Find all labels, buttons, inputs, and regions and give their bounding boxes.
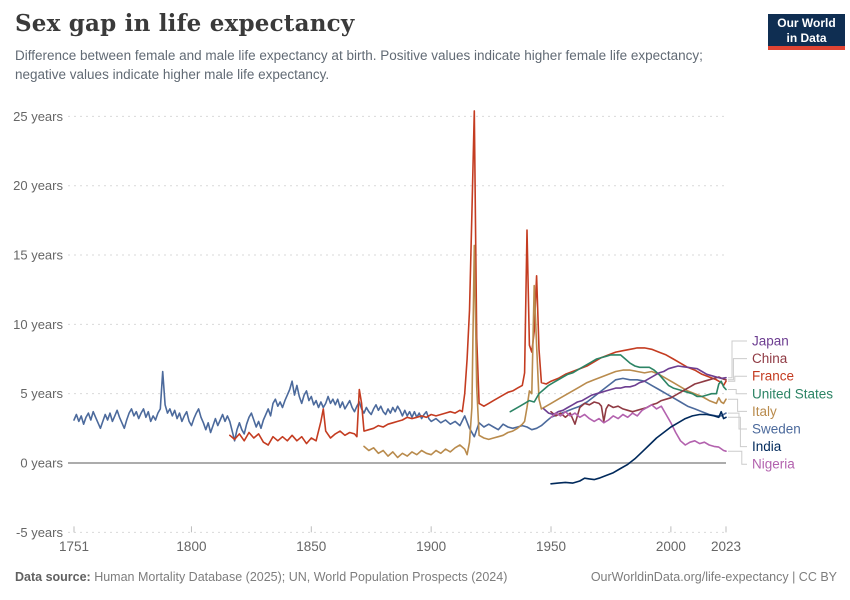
legend-connector-japan — [728, 340, 747, 379]
legend-label-france[interactable]: France — [752, 369, 794, 384]
page-title: Sex gap in life expectancy — [15, 10, 355, 37]
legend-connector-india — [728, 416, 747, 448]
legend-label-italy[interactable]: Italy — [752, 404, 777, 419]
series-line-japan[interactable] — [542, 365, 727, 416]
y-axis-tick-label: 15 years — [13, 248, 63, 263]
legend-connector-united-states — [728, 389, 747, 395]
owid-logo[interactable]: Our World in Data — [768, 14, 845, 50]
owid-logo-line2: in Data — [786, 31, 827, 45]
x-axis-tick-label: 1850 — [296, 539, 326, 554]
series-line-united-states[interactable] — [509, 354, 727, 413]
legend-connector-sweden — [728, 412, 747, 430]
data-source-text: Human Mortality Database (2025); UN, Wor… — [90, 570, 508, 584]
legend-connector-nigeria — [728, 450, 747, 465]
legend-label-sweden[interactable]: Sweden — [752, 422, 801, 437]
y-axis-tick-label: -5 years — [16, 525, 63, 540]
x-axis-tick-label: 1900 — [416, 539, 446, 554]
legend-connector-italy — [728, 398, 747, 412]
license-link[interactable]: OurWorldinData.org/life-expectancy | CC … — [590, 570, 837, 584]
data-source-label: Data source: — [15, 570, 91, 584]
x-axis-tick-label: 2023 — [711, 539, 741, 554]
chart-subtitle: Difference between female and male life … — [15, 48, 703, 82]
x-axis-tick-label: 1800 — [176, 539, 206, 554]
series-line-nigeria[interactable] — [550, 403, 727, 453]
series-line-india[interactable] — [550, 410, 727, 485]
series-line-france[interactable] — [229, 110, 727, 446]
y-axis-tick-label: 20 years — [13, 178, 63, 193]
x-axis-tick-label: 1751 — [59, 539, 89, 554]
x-axis-tick-label: 2000 — [656, 539, 686, 554]
y-axis-tick-label: 25 years — [13, 109, 63, 124]
series-line-china[interactable] — [550, 376, 727, 426]
x-axis-tick-label: 1950 — [536, 539, 566, 554]
owid-logo-line1: Our World — [777, 16, 836, 30]
legend-label-japan[interactable]: Japan — [752, 334, 789, 349]
legend-label-china[interactable]: China — [752, 351, 788, 366]
legend-connector-france — [728, 375, 747, 382]
y-axis-tick-label: 5 years — [20, 386, 63, 401]
y-axis-tick-label: 0 years — [20, 456, 63, 471]
data-source-note: Data source: Human Mortality Database (2… — [15, 570, 507, 584]
chart-footer: Data source: Human Mortality Database (2… — [15, 570, 837, 584]
legend-connector-china — [728, 358, 747, 381]
y-axis-tick-label: 10 years — [13, 317, 63, 332]
series-line-sweden[interactable] — [73, 370, 727, 442]
chart-header: Sex gap in life expectancy Difference be… — [15, 10, 755, 85]
legend-label-india[interactable]: India — [752, 439, 782, 454]
legend-label-united-states[interactable]: United States — [752, 386, 833, 401]
legend-label-nigeria[interactable]: Nigeria — [752, 457, 795, 472]
